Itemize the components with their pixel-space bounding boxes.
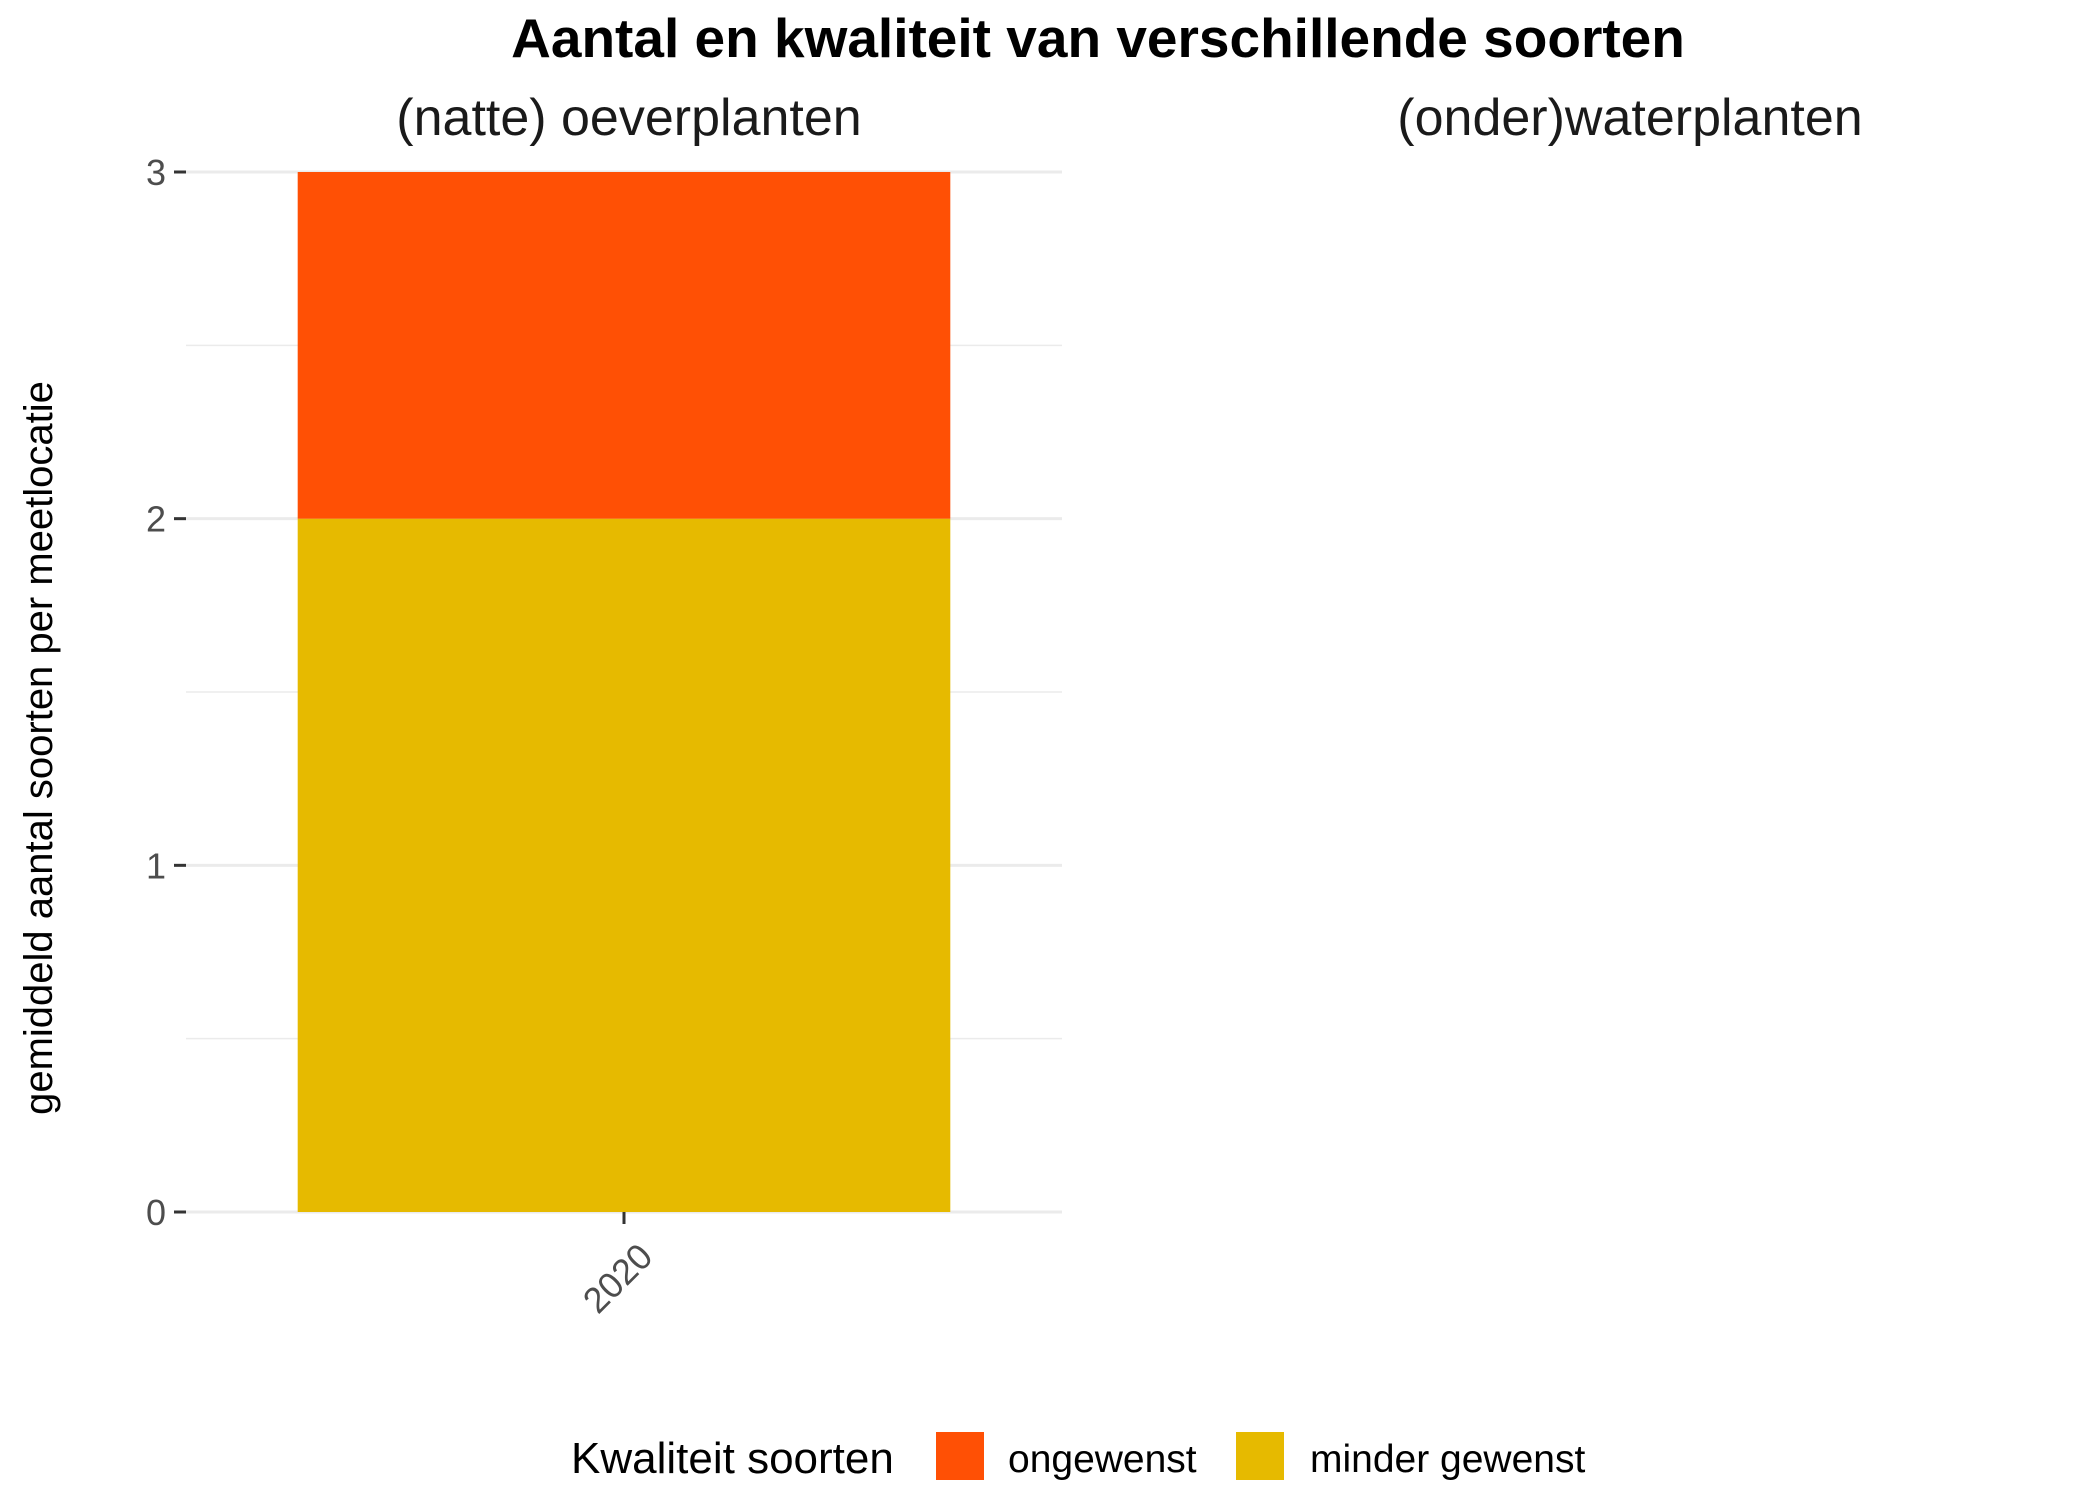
panel-label-waterplanten: (onder)waterplanten bbox=[1397, 89, 1862, 147]
bars bbox=[297, 172, 951, 1212]
legend-title: Kwaliteit soorten bbox=[571, 1434, 894, 1483]
chart-title: Aantal en kwaliteit van verschillende so… bbox=[511, 7, 1685, 69]
y-axis-title: gemiddeld aantal soorten per meetlocatie bbox=[17, 381, 61, 1115]
x-tick-label: 2020 bbox=[575, 1235, 661, 1321]
y-tick-label: 2 bbox=[146, 499, 166, 540]
panel-label-oeverplanten: (natte) oeverplanten bbox=[396, 89, 861, 147]
bar-ongewenst-2020 bbox=[297, 172, 951, 519]
y-tick-label: 0 bbox=[146, 1192, 166, 1233]
legend-label-ongewenst: ongewenst bbox=[1008, 1438, 1197, 1481]
y-tick-label: 1 bbox=[146, 845, 166, 886]
legend-label-minder-gewenst: minder gewenst bbox=[1310, 1438, 1585, 1481]
y-tick-label: 3 bbox=[146, 152, 166, 193]
bar-minder-gewenst-2020 bbox=[297, 518, 951, 1212]
legend: Kwaliteit soorten ongewenst minder gewen… bbox=[571, 1432, 1585, 1483]
legend-swatch-minder-gewenst bbox=[1236, 1432, 1284, 1480]
legend-swatch-ongewenst bbox=[936, 1432, 984, 1480]
